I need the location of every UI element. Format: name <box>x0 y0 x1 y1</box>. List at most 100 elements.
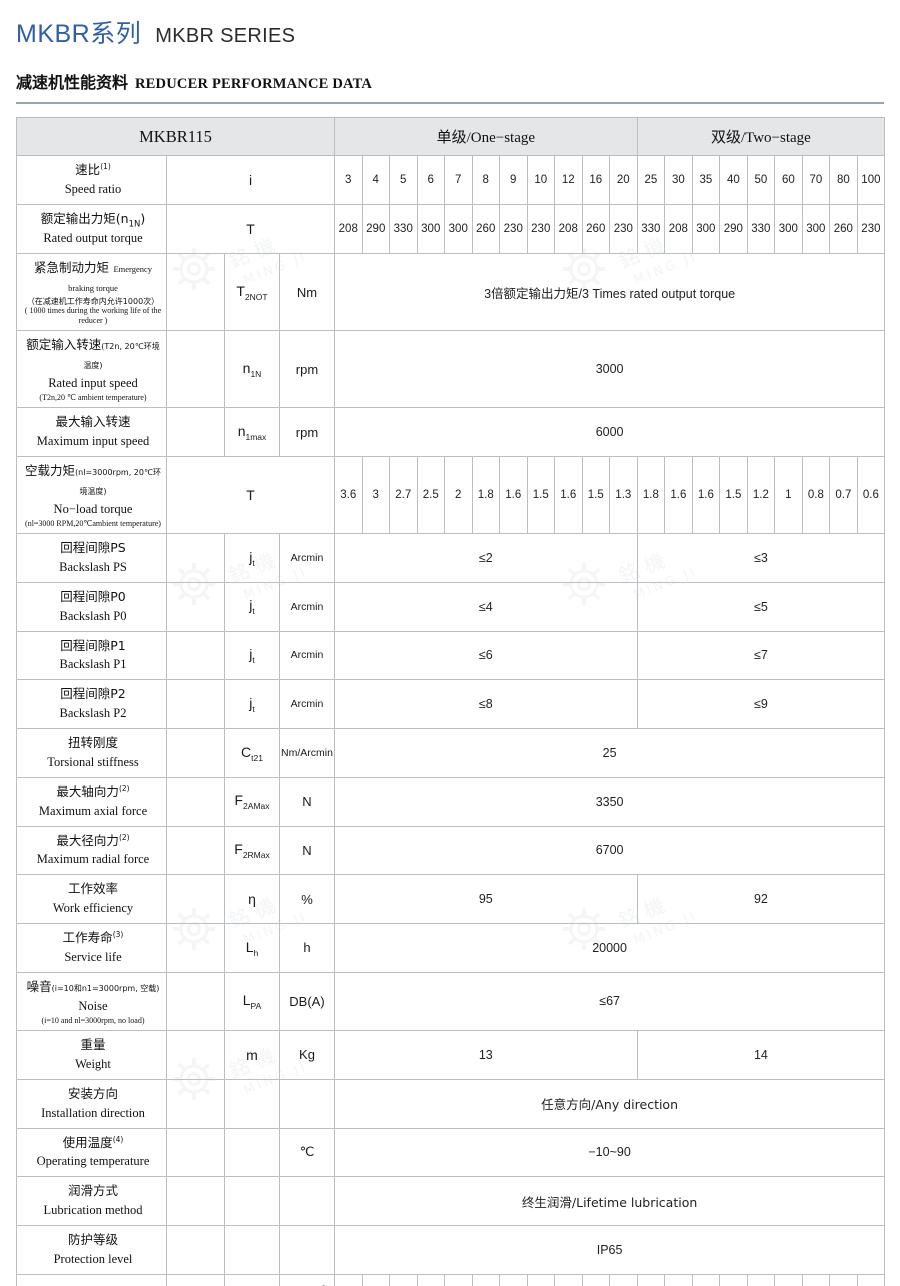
row-symbol-max_input_speed: n1max <box>224 407 280 458</box>
cell-backlash_p1-one-stage: ≤6 <box>334 630 638 681</box>
row-unit-max_radial_force: N <box>279 825 335 876</box>
cell-speed_ratio-2: 5 <box>389 155 418 205</box>
cell-operating_temperature-value: −10~90 <box>333 1127 886 1178</box>
title-en: MKBR SERIES <box>155 25 296 47</box>
cell-inertia-14-3: 2.2 <box>416 1273 445 1286</box>
cell-torsional_stiffness-value: 25 <box>333 728 886 778</box>
row-label-rated_torque: 额定输出力矩(n1N) Rated output torque <box>16 203 167 255</box>
cell-no_load_torque-11: 1.8 <box>636 456 666 535</box>
cell-speed_ratio-10: 20 <box>609 155 638 205</box>
table-row-work_efficiency: 工作效率 Work efficiency η% 95 92 <box>16 874 886 925</box>
table-row-lubrication_method: 润滑方式 Lubrication method 终生润滑/Lifetime lubr… <box>16 1176 886 1227</box>
table-row-noise: 噪音(i=10和n1=3000rpm, 空载) Noise (i=10 and nl… <box>16 971 886 1032</box>
row-label-work_efficiency: 工作效率 Work efficiency <box>16 874 167 925</box>
cell-no_load_torque-2: 2.7 <box>389 456 418 535</box>
row-symbol-braking_torque: T2NOT <box>224 253 280 332</box>
subtitle-cn: 减速机性能资料 <box>16 73 129 92</box>
cell-rated_torque-12: 208 <box>664 203 693 255</box>
cell-inertia-14-8: 1.5 <box>554 1273 583 1286</box>
cell-rated_torque-11: 330 <box>636 203 666 255</box>
header-one-stage: 单级/One−stage <box>334 117 638 156</box>
cell-max_input_speed-value: 6000 <box>333 407 886 458</box>
row-label-protection_level: 防护等级 Protection level <box>16 1225 167 1275</box>
cell-no_load_torque-6: 1.6 <box>499 456 528 535</box>
cell-rated_torque-19: 230 <box>856 203 886 255</box>
cell-no_load_torque-5: 1.8 <box>471 456 500 535</box>
cell-rated_torque-1: 290 <box>361 203 390 255</box>
cell-rated_torque-17: 300 <box>801 203 831 255</box>
inertia-unit-14: Kgcm2 <box>279 1273 335 1286</box>
row-label-torsional_stiffness: 扭转刚度 Torsional stiffness <box>16 728 167 778</box>
cell-no_load_torque-0: 3.6 <box>334 456 363 535</box>
row-label-backlash_ps: 回程间隙PS Backslash PS <box>16 533 167 583</box>
row-label-max_radial_force: 最大径向力(2) Maximum radial force <box>16 825 167 876</box>
cell-inertia-14-6: 1.6 <box>499 1273 528 1286</box>
cell-braking_torque-value: 3倍额定输出力矩/3 Times rated output torque <box>333 253 886 332</box>
cell-service_life-value: 20000 <box>333 923 886 973</box>
cell-inertia-14-16: 0.7 <box>774 1273 803 1286</box>
title-divider <box>16 102 884 104</box>
table-row-backlash_p0: 回程间隙P0 Backslash P0 jt Arcmin ≤4 ≤5 <box>16 581 886 632</box>
table-row-backlash_p1: 回程间隙P1 Backslash P1 jt Arcmin ≤6 ≤7 <box>16 630 886 681</box>
cell-backlash_p0-two-stage: ≤5 <box>636 581 886 632</box>
row-symbol-weight: m <box>224 1030 280 1080</box>
row-unit-backlash_p0: Arcmin <box>279 581 335 632</box>
row-symbol-backlash_p0: jt <box>224 581 280 632</box>
table-row-rated_input_speed: 额定输入转速(T2n, 20℃环境温度) Rated input speed (T2… <box>16 330 886 409</box>
row-symbol-noise: LPA <box>224 971 280 1032</box>
row-size-torsional_stiffness <box>166 728 225 778</box>
cell-rated_torque-13: 300 <box>691 203 721 255</box>
reducer-performance-table: MKBR115 单级/One−stage 双级/Two−stage 速比(1) S… <box>16 117 886 1286</box>
cell-inertia-14-10: 1.3 <box>609 1273 638 1286</box>
cell-speed_ratio-5: 8 <box>471 155 500 205</box>
cell-rated_torque-5: 260 <box>471 203 500 255</box>
table-row-speed_ratio: 速比(1) Speed ratio i 3 4 5 6 7 8 9 10 12 16 20 25 30 35 40… <box>16 155 886 205</box>
row-unit-weight: Kg <box>279 1030 335 1080</box>
row-unit-noise: DB(A) <box>279 971 335 1032</box>
inertia-symbol-14: J1 <box>224 1273 280 1286</box>
table-body: 速比(1) Speed ratio i 3 4 5 6 7 8 9 10 12 16 20 25 30 35 40… <box>16 155 886 1286</box>
page-title: MKBR系列 MKBR SERIES <box>0 0 900 50</box>
row-unit-installation_direction <box>279 1078 335 1129</box>
table-row-installation_direction: 安装方向 Installation direction 任意方向/Any direc… <box>16 1078 886 1129</box>
row-symbol-torsional_stiffness: Ct21 <box>224 728 280 778</box>
cell-speed_ratio-9: 16 <box>581 155 610 205</box>
table-row-rated_torque: 额定输出力矩(n1N) Rated output torque T 208 290 330… <box>16 203 886 255</box>
cell-no_load_torque-1: 3 <box>361 456 390 535</box>
row-unit-backlash_p2: Arcmin <box>279 679 335 730</box>
cell-inertia-14-14: 0.7 <box>719 1273 748 1286</box>
cell-inertia-14-18: 0.5 <box>829 1273 858 1286</box>
spec-table-wrap: MKBR115 单级/One−stage 双级/Two−stage 速比(1) S… <box>16 117 886 1286</box>
row-size-protection_level <box>166 1225 225 1275</box>
cell-no_load_torque-14: 1.5 <box>719 456 748 535</box>
cell-inertia-14-13: 0.7 <box>691 1273 721 1286</box>
row-symbol-lubrication_method <box>224 1176 280 1227</box>
row-size-service_life <box>166 923 225 973</box>
table-row-max_axial_force: 最大轴向力(2) Maximum axial force F2AMax N 3350 <box>16 776 886 827</box>
row-unit-lubrication_method <box>279 1176 335 1227</box>
cell-no_load_torque-17: 0.8 <box>801 456 831 535</box>
row-label-backlash_p1: 回程间隙P1 Backslash P1 <box>16 630 167 681</box>
cell-rated_torque-0: 208 <box>334 203 363 255</box>
row-symbol-operating_temperature <box>224 1127 280 1178</box>
row-label-speed_ratio: 速比(1) Speed ratio <box>16 155 167 205</box>
cell-no_load_torque-13: 1.6 <box>691 456 721 535</box>
cell-inertia-14-19: 0.5 <box>856 1273 886 1286</box>
row-unit-braking_torque: Nm <box>279 253 335 332</box>
row-size-max_radial_force <box>166 825 225 876</box>
cell-speed_ratio-1: 4 <box>361 155 390 205</box>
cell-speed_ratio-17: 70 <box>801 155 831 205</box>
subtitle-en: REDUCER PERFORMANCE DATA <box>135 76 373 92</box>
row-label-operating_temperature: 使用温度(4) Operating temperature <box>16 1127 167 1178</box>
cell-max_radial_force-value: 6700 <box>333 825 886 876</box>
cell-no_load_torque-9: 1.5 <box>581 456 610 535</box>
cell-speed_ratio-12: 30 <box>664 155 693 205</box>
row-symbol-max_radial_force: F2RMax <box>224 825 280 876</box>
row-symbol-backlash_p2: jt <box>224 679 280 730</box>
cell-backlash_ps-one-stage: ≤2 <box>334 533 638 583</box>
row-label-moment_of_inertia: 转动惯量Moment of inertia按减速机输入直径(mm)Input d… <box>16 1273 167 1286</box>
cell-inertia-14-11: 0.7 <box>636 1273 666 1286</box>
row-label-rated_input_speed: 额定输入转速(T2n, 20℃环境温度) Rated input speed (T2… <box>16 330 167 409</box>
row-symbol-work_efficiency: η <box>224 874 280 925</box>
table-row-weight: 重量 Weight m Kg 13 14 <box>16 1030 886 1080</box>
